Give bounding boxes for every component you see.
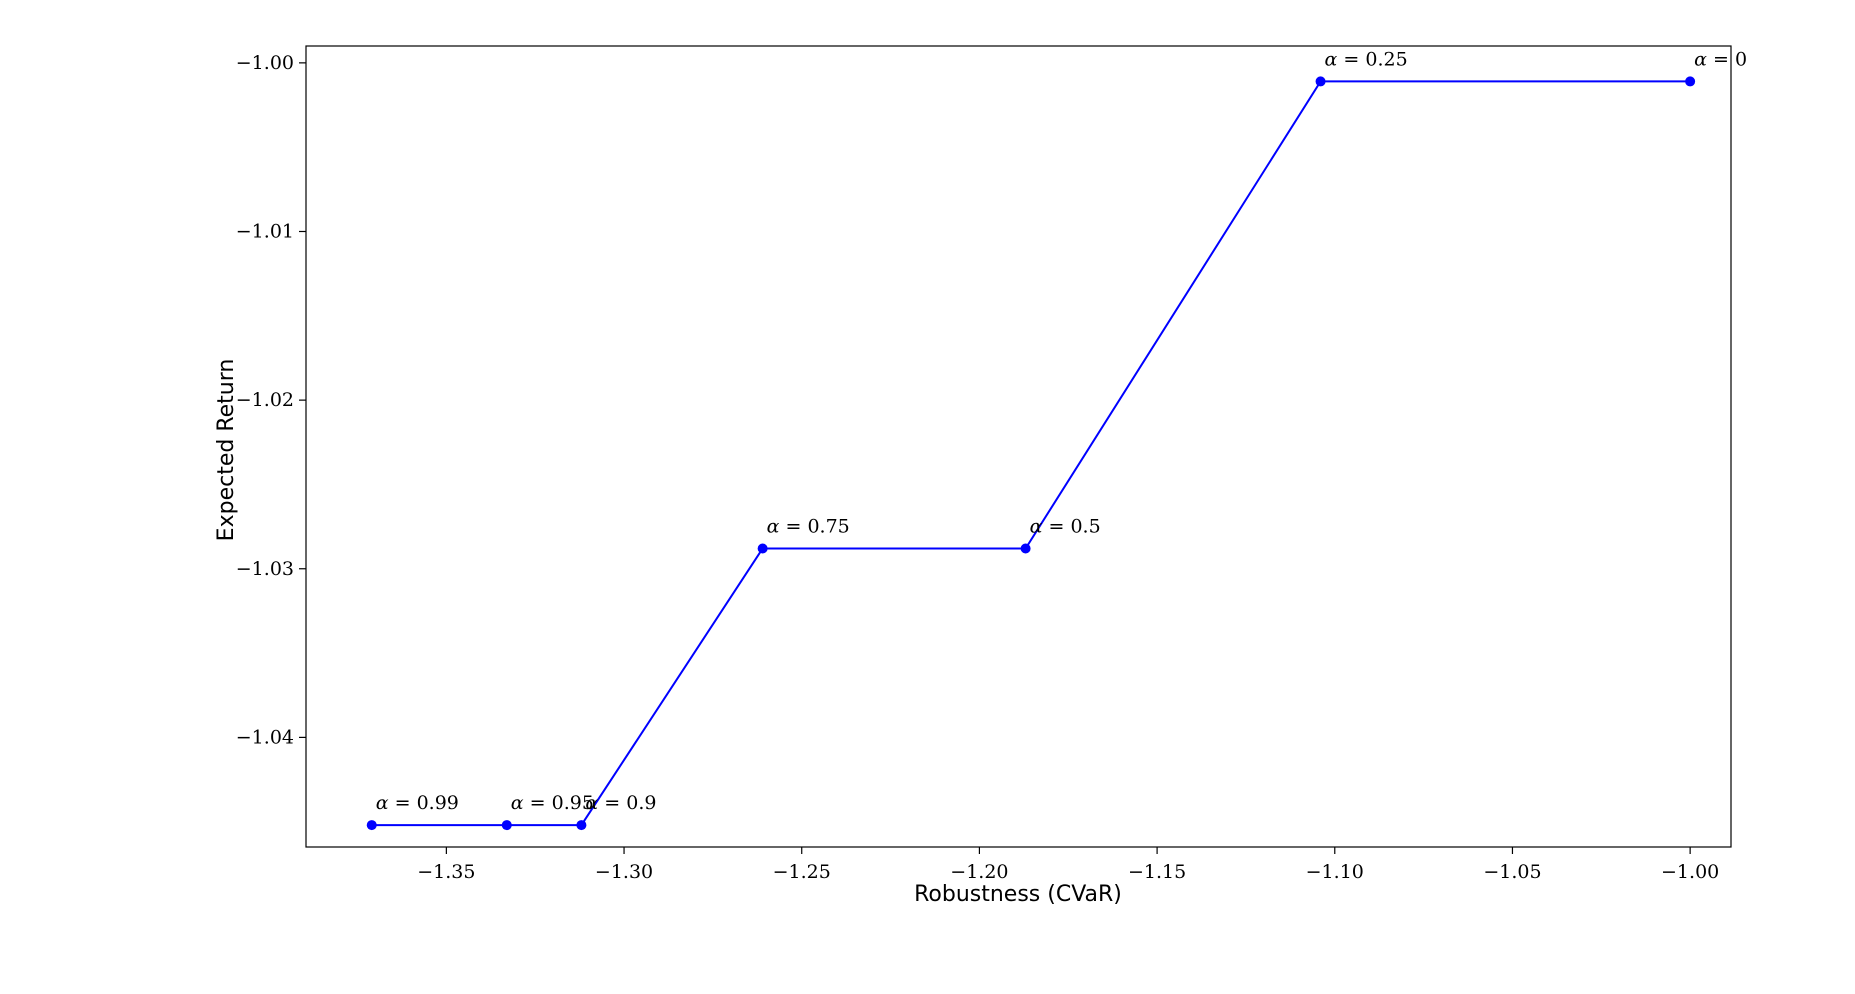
y-tick-label: −1.04 — [236, 726, 294, 748]
data-point — [1020, 543, 1031, 554]
annotation-equals: = — [524, 792, 552, 814]
y-axis-ticks: −1.00 −1.01 −1.02 −1.03 −1.04 — [236, 52, 306, 748]
y-tick-label: −1.01 — [236, 220, 294, 242]
y-tick-label: −1.03 — [236, 558, 294, 580]
data-point — [366, 820, 377, 831]
x-tick-label: −1.10 — [1306, 861, 1364, 883]
point-annotation: α = 0.9 — [585, 792, 656, 814]
x-axis-ticks: −1.35 −1.30 −1.25 −1.20 −1.15 −1.10 −1.05 −1.00 — [417, 847, 1719, 883]
data-point — [757, 543, 768, 554]
point-annotation: α = 0.99 — [376, 792, 459, 814]
series-markers — [366, 76, 1696, 831]
x-axis-label: Robustness (CVaR) — [914, 882, 1122, 907]
annotation-value: 0.9 — [626, 792, 656, 814]
annotation-alpha: α — [585, 792, 598, 814]
annotation-value: 0.25 — [1365, 48, 1407, 70]
annotation-value: 0 — [1735, 48, 1747, 70]
annotation-value: 0.75 — [807, 516, 849, 538]
x-tick-label: −1.35 — [417, 861, 475, 883]
annotation-equals: = — [389, 792, 417, 814]
y-axis-label: Expected Return — [214, 359, 239, 542]
point-annotation: α = 0 — [1694, 48, 1747, 70]
annotation-alpha: α — [1030, 516, 1043, 538]
annotation-value: 0.95 — [552, 792, 594, 814]
x-tick-label: −1.25 — [773, 861, 831, 883]
x-tick-label: −1.20 — [950, 861, 1008, 883]
x-tick-label: −1.30 — [595, 861, 653, 883]
data-point — [1685, 76, 1696, 87]
point-annotation: α = 0.95 — [511, 792, 594, 814]
data-point — [501, 820, 512, 831]
annotation-equals: = — [1707, 48, 1735, 70]
annotation-alpha: α — [1694, 48, 1707, 70]
y-tick-label: −1.02 — [236, 389, 294, 411]
point-annotation: α = 0.25 — [1325, 48, 1408, 70]
annotation-equals: = — [598, 792, 626, 814]
data-point — [576, 820, 587, 831]
annotation-equals: = — [1337, 48, 1365, 70]
data-point — [1315, 76, 1326, 87]
annotation-alpha: α — [511, 792, 524, 814]
annotation-equals: = — [1042, 516, 1070, 538]
plot-frame — [305, 45, 1732, 848]
annotation-value: 0.99 — [417, 792, 459, 814]
x-tick-label: −1.00 — [1661, 861, 1719, 883]
x-tick-label: −1.05 — [1483, 861, 1541, 883]
point-annotations: α = 0.99 α = 0.95α = 0.9α = 0.75 α = 0.5α … — [376, 48, 1747, 814]
point-annotation: α = 0.5 — [1030, 516, 1101, 538]
y-tick-label: −1.00 — [236, 52, 294, 74]
annotation-equals: = — [779, 516, 807, 538]
point-annotation: α = 0.75 — [767, 516, 850, 538]
series-line — [371, 80, 1691, 827]
annotation-alpha: α — [376, 792, 389, 814]
annotation-value: 0.5 — [1070, 516, 1100, 538]
x-tick-label: −1.15 — [1128, 861, 1186, 883]
annotation-alpha: α — [1325, 48, 1338, 70]
annotation-alpha: α — [767, 516, 780, 538]
